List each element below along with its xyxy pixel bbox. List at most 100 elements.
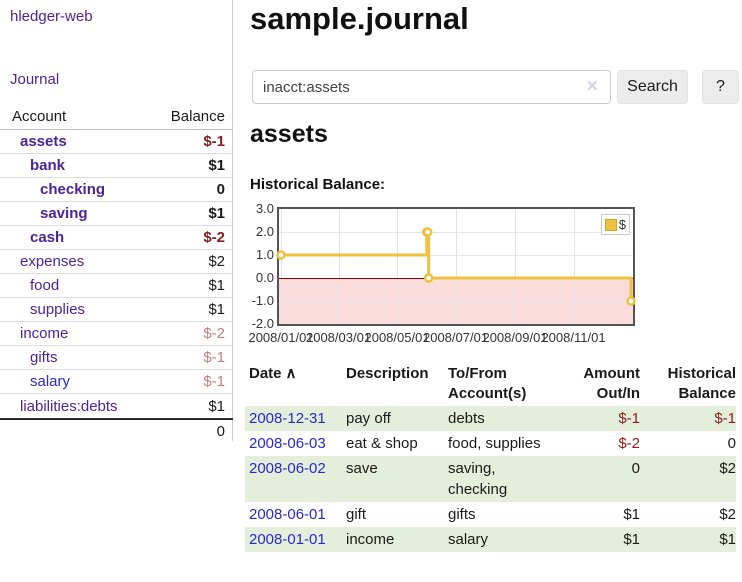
chart-y-tick-label: -1.0 — [251, 293, 274, 308]
register-date-link[interactable]: 2008-12-31 — [249, 410, 326, 427]
account-row: assets $-1 — [0, 130, 233, 154]
chart-x-tick-label: 2008/07/01 — [422, 330, 489, 345]
search-form: ✕ Search ? — [252, 70, 739, 104]
register-date-link[interactable]: 2008-06-01 — [249, 506, 326, 523]
accounts-column-header: To/From Account(s) — [448, 365, 527, 402]
account-link-saving[interactable]: saving — [40, 205, 88, 222]
balance-column-header: Balance — [170, 108, 225, 125]
legend-label: $ — [618, 217, 626, 232]
chart-x-tick-label: 2008/03/01 — [305, 330, 372, 345]
account-row: income $-2 — [0, 322, 233, 346]
description-column-header: Description — [346, 365, 429, 382]
account-row: expenses $2 — [0, 250, 233, 274]
account-row: gifts $-1 — [0, 346, 233, 370]
chart-y-tick-label: 1.0 — [255, 247, 274, 262]
register-accounts: food, supplies — [448, 435, 541, 452]
register-table: Date ∧ Description To/From Account(s) Amou… — [245, 362, 736, 552]
register-description: pay off — [346, 410, 391, 427]
account-balance: $1 — [208, 157, 225, 174]
chart-vgridline — [338, 209, 340, 324]
account-balance: $1 — [208, 277, 225, 294]
search-input[interactable] — [252, 70, 611, 104]
account-link-cash[interactable]: cash — [30, 229, 65, 246]
account-balance: $-2 — [203, 229, 225, 246]
register-row: 2008-06-02 save saving, checking 0 $2 — [245, 456, 736, 502]
register-date-link[interactable]: 2008-06-03 — [249, 435, 326, 452]
register-accounts: debts — [448, 410, 485, 427]
account-row: salary $-1 — [0, 370, 233, 394]
chart-legend: $ — [600, 214, 630, 235]
register-description: save — [346, 460, 378, 477]
chart-title: Historical Balance: — [250, 176, 386, 193]
account-link-expenses[interactable]: expenses — [20, 253, 85, 270]
register-accounts: saving, checking — [448, 460, 508, 498]
register-amount: $-1 — [618, 410, 640, 427]
register-accounts: gifts — [448, 506, 476, 523]
register-date-link[interactable]: 2008-06-02 — [249, 460, 326, 477]
register-amount: $-2 — [618, 435, 640, 452]
account-link-gifts[interactable]: gifts — [30, 349, 58, 366]
register-header-row: Date ∧ Description To/From Account(s) Amou… — [245, 362, 736, 406]
account-balance: 0 — [216, 181, 225, 198]
account-row: checking 0 — [0, 178, 233, 202]
chart-y-tick-label: 2.0 — [255, 224, 274, 239]
chart-vgridline — [455, 209, 457, 324]
legend-swatch — [604, 218, 617, 231]
account-link-assets[interactable]: assets — [20, 133, 67, 150]
chart-vgridline — [573, 209, 575, 324]
historical-balance-chart: $ 3.0 2.0 1.0 0.0 -1.0 -2.0 2008/01/01 2008/03/… — [248, 201, 742, 350]
register-row: 2008-12-31 pay off debts $-1 $-1 — [245, 406, 736, 431]
account-column-header: Account — [12, 108, 67, 125]
account-tree: assets $-1 bank $1 checking 0 saving $1 cash $-2 e… — [0, 130, 233, 418]
account-balance: $1 — [208, 397, 225, 415]
register-row: 2008-01-01 income salary $1 $1 — [245, 527, 736, 552]
app-title-link[interactable]: hledger-web — [10, 8, 93, 25]
account-row: supplies $1 — [0, 298, 233, 322]
register-row: 2008-06-03 eat & shop food, supplies $-2 0 — [245, 431, 736, 456]
account-balance: $-2 — [203, 325, 225, 342]
account-link-checking[interactable]: checking — [40, 181, 106, 198]
search-button[interactable]: Search — [617, 70, 688, 104]
balance-step-line — [281, 230, 633, 301]
date-column-header[interactable]: Date ∧ — [249, 365, 297, 382]
account-link-income[interactable]: income — [20, 325, 69, 342]
register-balance: 0 — [727, 435, 736, 452]
account-row: food $1 — [0, 274, 233, 298]
balance-line-layer — [276, 227, 636, 306]
account-link-liabilities-debts[interactable]: liabilities:debts — [20, 397, 118, 415]
account-total-balance: 0 — [216, 423, 225, 440]
register-description: income — [346, 531, 395, 548]
chart-plot: $ — [276, 207, 636, 326]
register-balance: $2 — [719, 506, 736, 523]
data-point-marker — [422, 227, 433, 237]
account-heading: assets — [250, 120, 328, 148]
account-link-salary[interactable]: salary — [30, 373, 71, 390]
register-date-link[interactable]: 2008-01-01 — [249, 531, 326, 548]
chart-vgridline — [281, 209, 282, 324]
help-button[interactable]: ? — [702, 70, 739, 104]
account-link-food[interactable]: food — [30, 277, 60, 294]
sort-ascending-icon[interactable]: ∧ — [285, 365, 297, 382]
account-link-bank[interactable]: bank — [30, 157, 66, 174]
account-row: liabilities:debts $1 — [0, 394, 233, 418]
chart-x-tick-label: 2008/11/01 — [541, 330, 606, 345]
account-link-supplies[interactable]: supplies — [30, 301, 86, 318]
data-point-marker — [423, 273, 434, 283]
register-balance: $1 — [719, 531, 736, 548]
account-row: saving $1 — [0, 202, 233, 226]
register-amount: 0 — [631, 460, 640, 477]
account-balance-table: Account Balance assets $-1 bank $1 checking 0… — [0, 104, 233, 443]
data-point-marker — [276, 250, 286, 260]
sidebar-item-journal[interactable]: Journal — [10, 71, 60, 88]
account-balance: $-1 — [203, 373, 225, 390]
account-balance: $2 — [208, 253, 225, 270]
chart-y-tick-label: 3.0 — [255, 201, 274, 216]
account-balance: $-1 — [203, 349, 225, 366]
clear-search-icon[interactable]: ✕ — [586, 78, 599, 95]
register-amount: $1 — [623, 531, 640, 548]
account-row: bank $1 — [0, 154, 233, 178]
chart-vgridline — [397, 209, 399, 324]
chart-y-tick-label: 0.0 — [255, 270, 274, 285]
chart-x-tick-label: 2008/01/01 — [248, 330, 314, 345]
